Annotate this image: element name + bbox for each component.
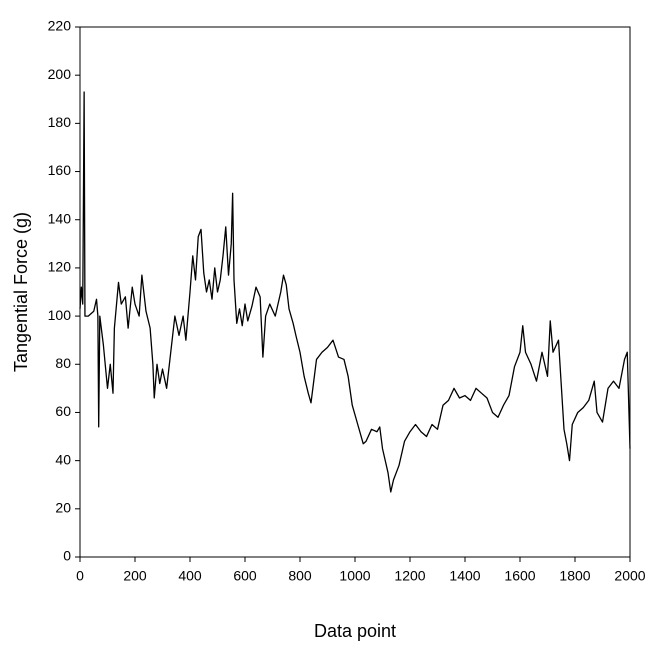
y-tick-label: 20 xyxy=(55,500,71,516)
y-tick-label: 80 xyxy=(55,355,71,371)
data-line xyxy=(79,91,631,493)
y-tick-label: 120 xyxy=(48,259,72,275)
x-tick-label: 2000 xyxy=(614,568,645,584)
plot-frame xyxy=(79,26,631,558)
y-axis-title: Tangential Force (g) xyxy=(11,212,31,372)
x-tick-label: 800 xyxy=(288,568,312,584)
x-tick-label: 0 xyxy=(76,568,84,584)
y-tick-label: 40 xyxy=(55,451,71,467)
y-tick-label: 160 xyxy=(48,162,72,178)
y-tick-label: 180 xyxy=(48,114,72,130)
y-tick-label: 200 xyxy=(48,66,72,82)
y-tick-label: 140 xyxy=(48,210,72,226)
x-tick-label: 400 xyxy=(178,568,202,584)
x-tick-label: 600 xyxy=(233,568,257,584)
x-tick-label: 1600 xyxy=(504,568,535,584)
y-tick-label: 100 xyxy=(48,307,72,323)
x-tick-label: 200 xyxy=(123,568,147,584)
x-tick-label: 1800 xyxy=(559,568,590,584)
y-tick-label: 220 xyxy=(48,18,72,34)
x-tick-label: 1200 xyxy=(394,568,425,584)
y-tick-label: 0 xyxy=(63,548,71,564)
x-tick-label: 1400 xyxy=(449,568,480,584)
x-tick-label: 1000 xyxy=(339,568,370,584)
y-tick-label: 60 xyxy=(55,403,71,419)
x-axis-title: Data point xyxy=(314,621,396,641)
